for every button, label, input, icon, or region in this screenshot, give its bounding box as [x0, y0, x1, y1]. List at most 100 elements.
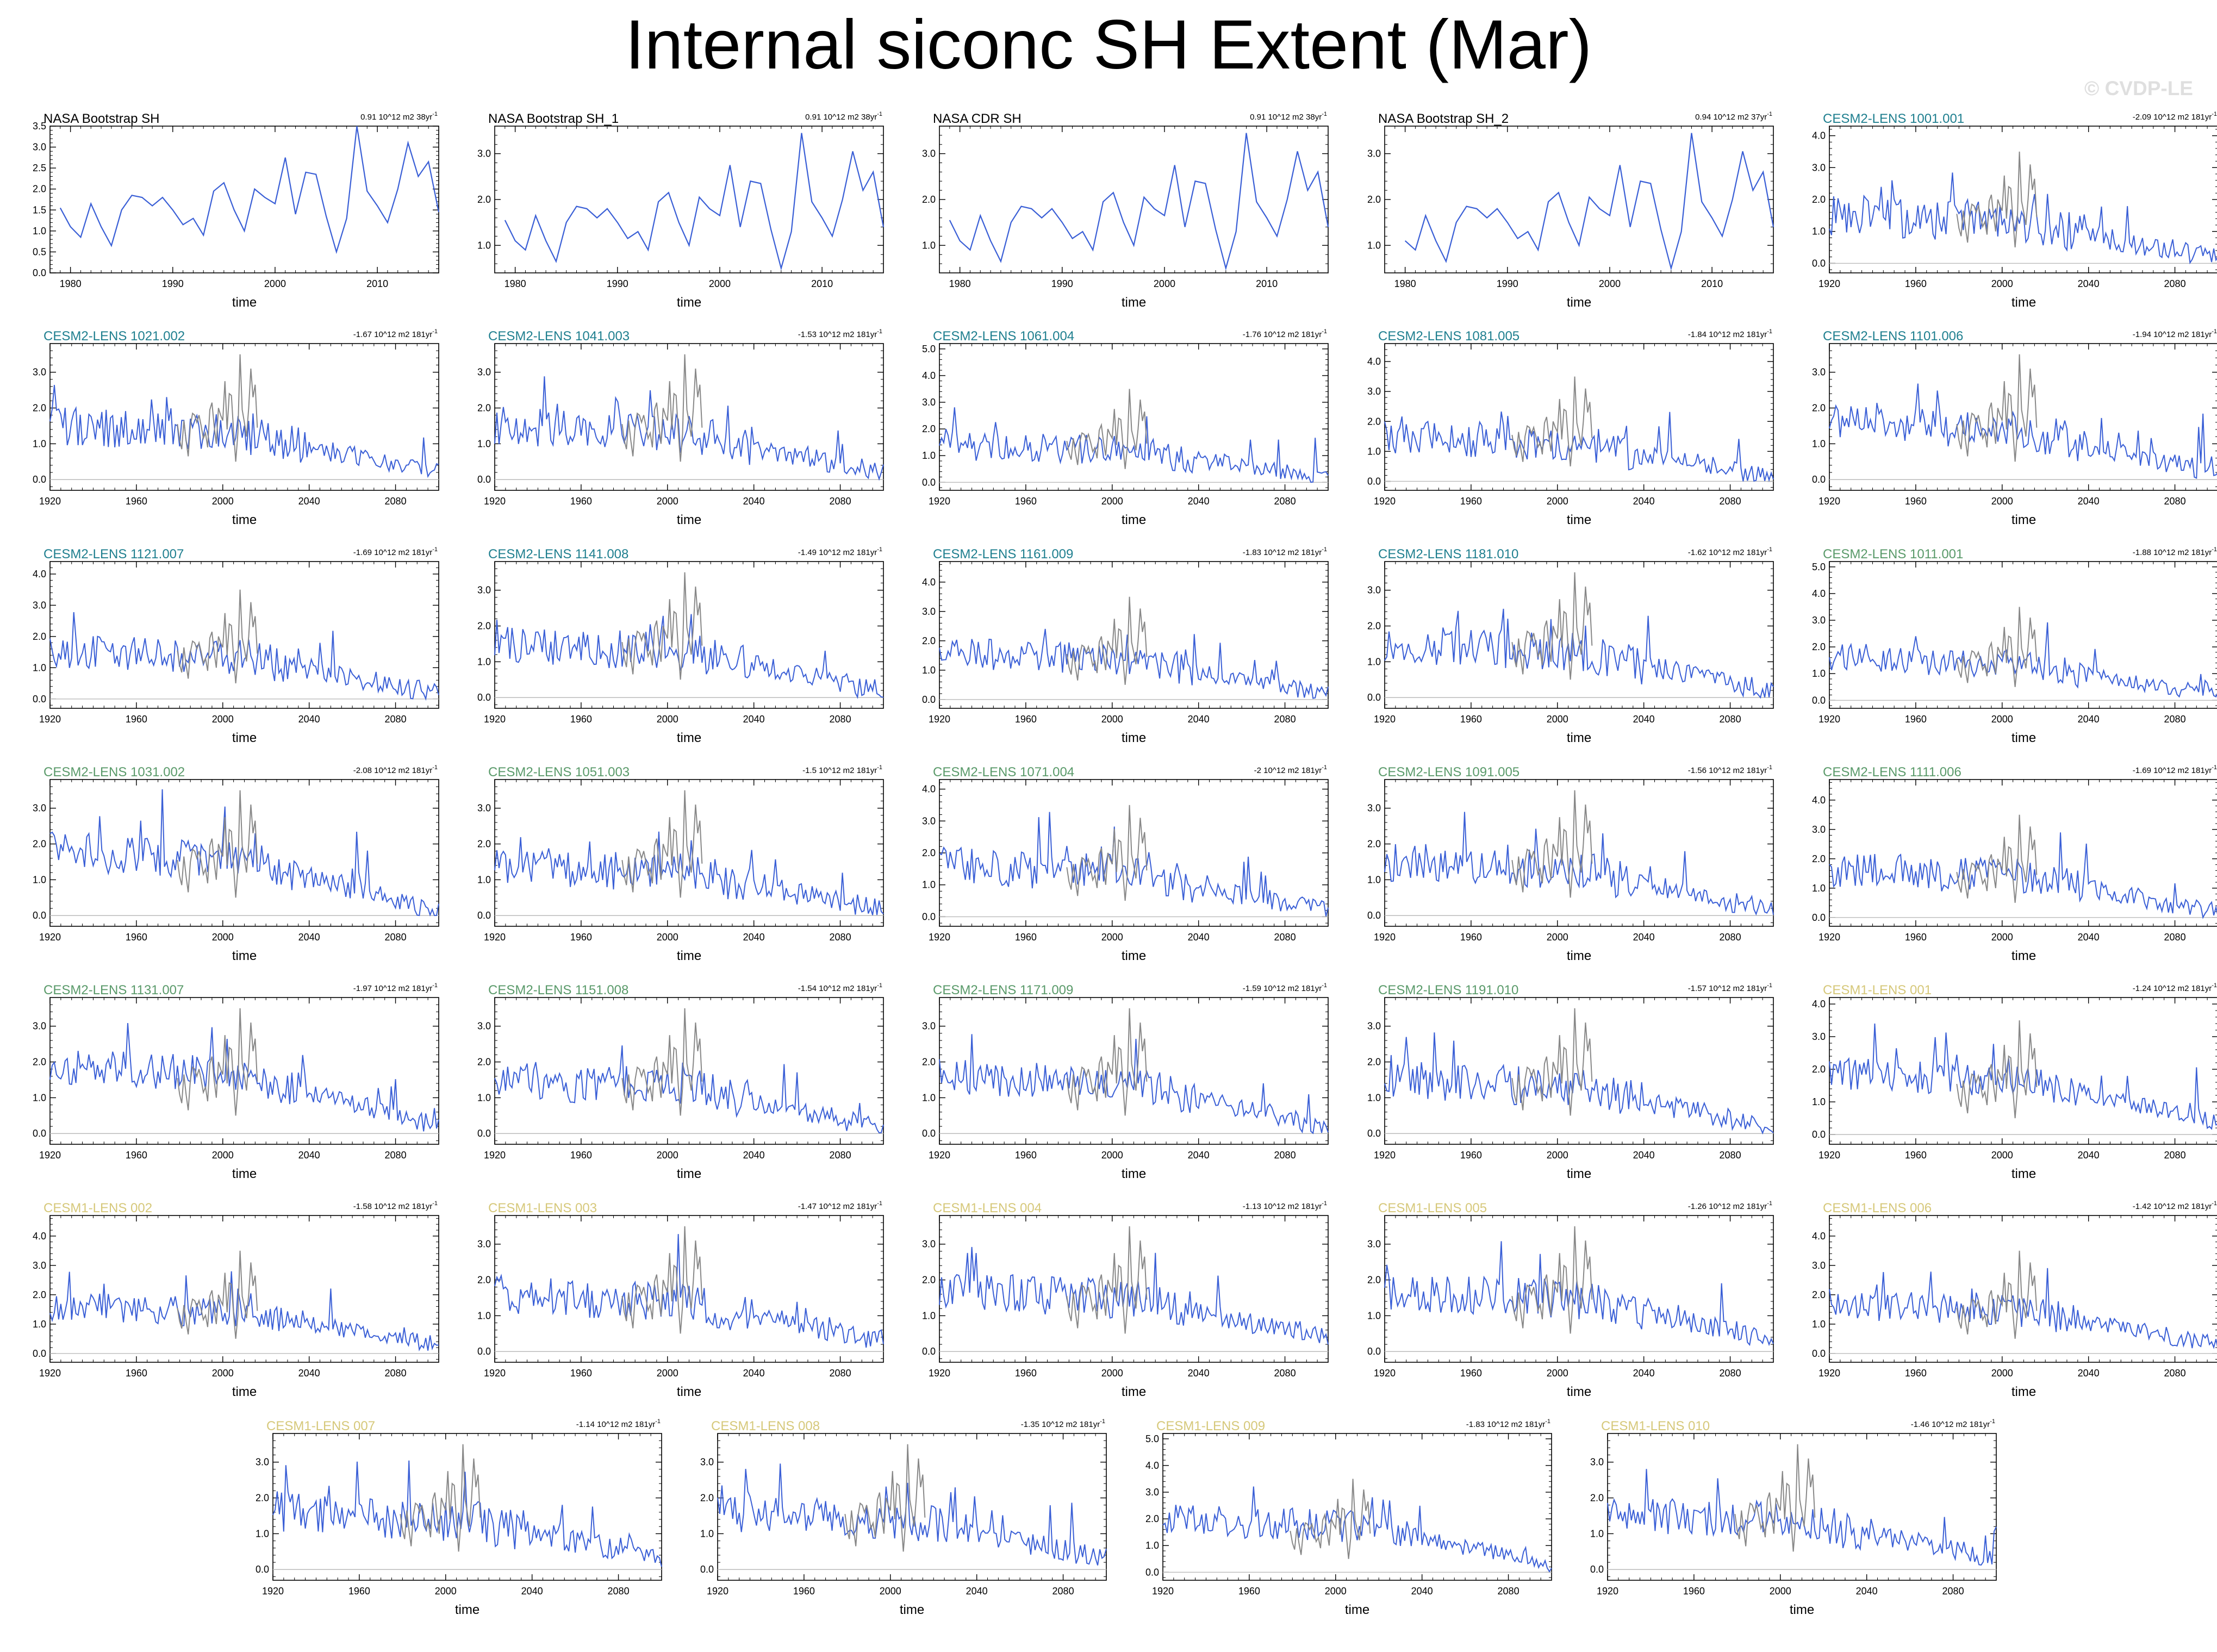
- chart-panel: CESM2-LENS 1171.009 -1.59 10^12 m2 181yr-…: [917, 980, 1341, 1189]
- x-tick-label: 2080: [608, 1586, 630, 1597]
- x-tick-label: 1920: [1374, 1150, 1396, 1161]
- x-tick-label: 1920: [1374, 932, 1396, 943]
- x-tick-label: 2010: [366, 278, 388, 289]
- series-line: [1384, 608, 1774, 699]
- plot-frame: [939, 779, 1329, 927]
- chart-svg: CESM1-LENS 008 -1.35 10^12 m2 181yr-1 1920…: [700, 1418, 1107, 1617]
- y-tick-label: 0.0: [922, 911, 936, 922]
- x-tick-label: 2000: [1770, 1586, 1791, 1597]
- x-tick-label: 2080: [2164, 1150, 2186, 1161]
- chart-svg: CESM2-LENS 1011.001 -1.88 10^12 m2 181yr-…: [1812, 546, 2217, 745]
- plot-frame: [939, 561, 1329, 709]
- plot-frame: [1829, 1215, 2217, 1363]
- panel-trend: -1.54 10^12 m2 181yr-1: [798, 982, 882, 993]
- y-tick-label: 0.0: [256, 1564, 269, 1575]
- obs-overlay-line: [177, 1008, 258, 1116]
- y-tick-label: 1.0: [922, 240, 936, 251]
- x-axis-label: time: [455, 1603, 479, 1617]
- x-tick-label: 2040: [743, 932, 765, 943]
- chart-panel: CESM1-LENS 007 -1.14 10^12 m2 181yr-1 1920…: [250, 1416, 674, 1625]
- y-tick-label: 1.0: [922, 450, 936, 461]
- plot-frame: [1384, 779, 1774, 927]
- chart-svg: CESM2-LENS 1051.003 -1.5 10^12 m2 181yr-1…: [477, 764, 884, 963]
- y-tick-label: 0.0: [477, 1128, 491, 1139]
- panel-trend: -2.08 10^12 m2 181yr-1: [353, 764, 438, 775]
- x-tick-label: 1990: [162, 278, 184, 289]
- y-tick-label: 1.5: [33, 204, 46, 215]
- x-tick-label: 1920: [484, 932, 506, 943]
- panel-trend: -1.24 10^12 m2 181yr-1: [2133, 982, 2217, 993]
- x-axis-label: time: [677, 731, 701, 745]
- chart-svg: CESM1-LENS 010 -1.46 10^12 m2 181yr-1 1920…: [1590, 1418, 1997, 1617]
- panel-title: CESM2-LENS 1081.005: [1378, 329, 1519, 344]
- plot-frame: [939, 343, 1329, 491]
- x-tick-label: 2080: [1498, 1586, 1519, 1597]
- series-line: [272, 1460, 662, 1567]
- y-tick-label: 2.0: [922, 1275, 936, 1286]
- series-line: [939, 1246, 1329, 1345]
- x-tick-label: 2000: [657, 496, 678, 507]
- series-line: [494, 1234, 884, 1348]
- y-tick-label: 3.0: [1812, 1260, 1826, 1271]
- chart-panel: CESM2-LENS 1121.007 -1.69 10^12 m2 181yr-…: [27, 544, 451, 753]
- obs-overlay-line: [1066, 805, 1148, 901]
- y-tick-label: 4.0: [1812, 795, 1826, 806]
- y-tick-label: 1.0: [33, 226, 46, 236]
- x-axis-label: time: [1567, 295, 1591, 310]
- x-tick-label: 1920: [1819, 1368, 1840, 1379]
- series-line: [1384, 812, 1774, 916]
- chart-svg: CESM2-LENS 1021.002 -1.67 10^12 m2 181yr-…: [33, 328, 439, 527]
- page-title: Internal siconc SH Extent (Mar): [625, 6, 1592, 84]
- x-tick-label: 2080: [830, 1150, 851, 1161]
- x-tick-label: 2000: [212, 496, 234, 507]
- panel-trend: -1.62 10^12 m2 181yr-1: [1688, 546, 1772, 557]
- chart-svg: CESM2-LENS 1121.007 -1.69 10^12 m2 181yr-…: [33, 546, 439, 745]
- obs-overlay-line: [621, 1226, 703, 1334]
- chart-panel: NASA Bootstrap SH_1 0.91 10^12 m2 38yr-1 1…: [472, 109, 896, 318]
- y-tick-label: 0.0: [1590, 1564, 1604, 1575]
- obs-overlay-line: [844, 1444, 926, 1552]
- y-tick-label: 0.0: [922, 1346, 936, 1357]
- chart-svg: NASA Bootstrap SH_2 0.94 10^12 m2 37yr-1 1…: [1367, 111, 1774, 310]
- x-axis-label: time: [1567, 949, 1591, 963]
- obs-overlay-line: [1511, 1226, 1593, 1334]
- x-axis-label: time: [1122, 513, 1146, 527]
- y-tick-label: 2.0: [477, 1057, 491, 1068]
- y-tick-label: 3.0: [33, 142, 46, 153]
- panel-title: CESM2-LENS 1171.009: [933, 983, 1073, 998]
- x-axis-label: time: [232, 1167, 257, 1181]
- x-tick-label: 2080: [1274, 714, 1296, 725]
- series-line: [1404, 133, 1774, 271]
- x-axis-label: time: [1567, 731, 1591, 745]
- obs-overlay-line: [1956, 1020, 2038, 1119]
- x-tick-label: 2000: [264, 278, 286, 289]
- chart-svg: CESM2-LENS 1081.005 -1.84 10^12 m2 181yr-…: [1367, 328, 1774, 527]
- y-tick-label: 3.0: [1812, 162, 1826, 173]
- x-tick-label: 1920: [929, 1150, 950, 1161]
- panel-title: CESM2-LENS 1141.008: [488, 547, 628, 562]
- series-line: [494, 831, 884, 915]
- y-tick-label: 0.0: [922, 1128, 936, 1139]
- x-tick-label: 1920: [39, 1150, 61, 1161]
- y-tick-label: 4.0: [1812, 999, 1826, 1009]
- panel-title: NASA Bootstrap SH: [43, 111, 159, 126]
- panel-trend: 0.91 10^12 m2 38yr-1: [805, 111, 882, 122]
- chart-svg: NASA Bootstrap SH_1 0.91 10^12 m2 38yr-1 1…: [477, 111, 885, 310]
- chart-svg: NASA CDR SH 0.91 10^12 m2 38yr-1 1980 1990 2…: [922, 111, 1329, 310]
- series-line: [939, 812, 1329, 917]
- y-tick-label: 1.0: [922, 1092, 936, 1103]
- panel-title: CESM2-LENS 1181.010: [1378, 547, 1518, 562]
- x-tick-label: 1920: [39, 1368, 61, 1379]
- x-axis-label: time: [1122, 1385, 1146, 1399]
- x-tick-label: 2040: [1633, 1150, 1655, 1161]
- x-tick-label: 2040: [966, 1586, 988, 1597]
- plot-frame: [272, 1433, 662, 1581]
- series-line: [939, 628, 1329, 699]
- x-axis-label: time: [232, 949, 257, 963]
- obs-overlay-line: [1066, 389, 1148, 469]
- panel-trend: -1.56 10^12 m2 181yr-1: [1688, 764, 1772, 775]
- y-tick-label: 2.0: [33, 631, 46, 642]
- panel-trend: -1.69 10^12 m2 181yr-1: [2133, 764, 2217, 775]
- x-axis-label: time: [677, 1385, 701, 1399]
- y-tick-label: 2.0: [33, 1057, 46, 1068]
